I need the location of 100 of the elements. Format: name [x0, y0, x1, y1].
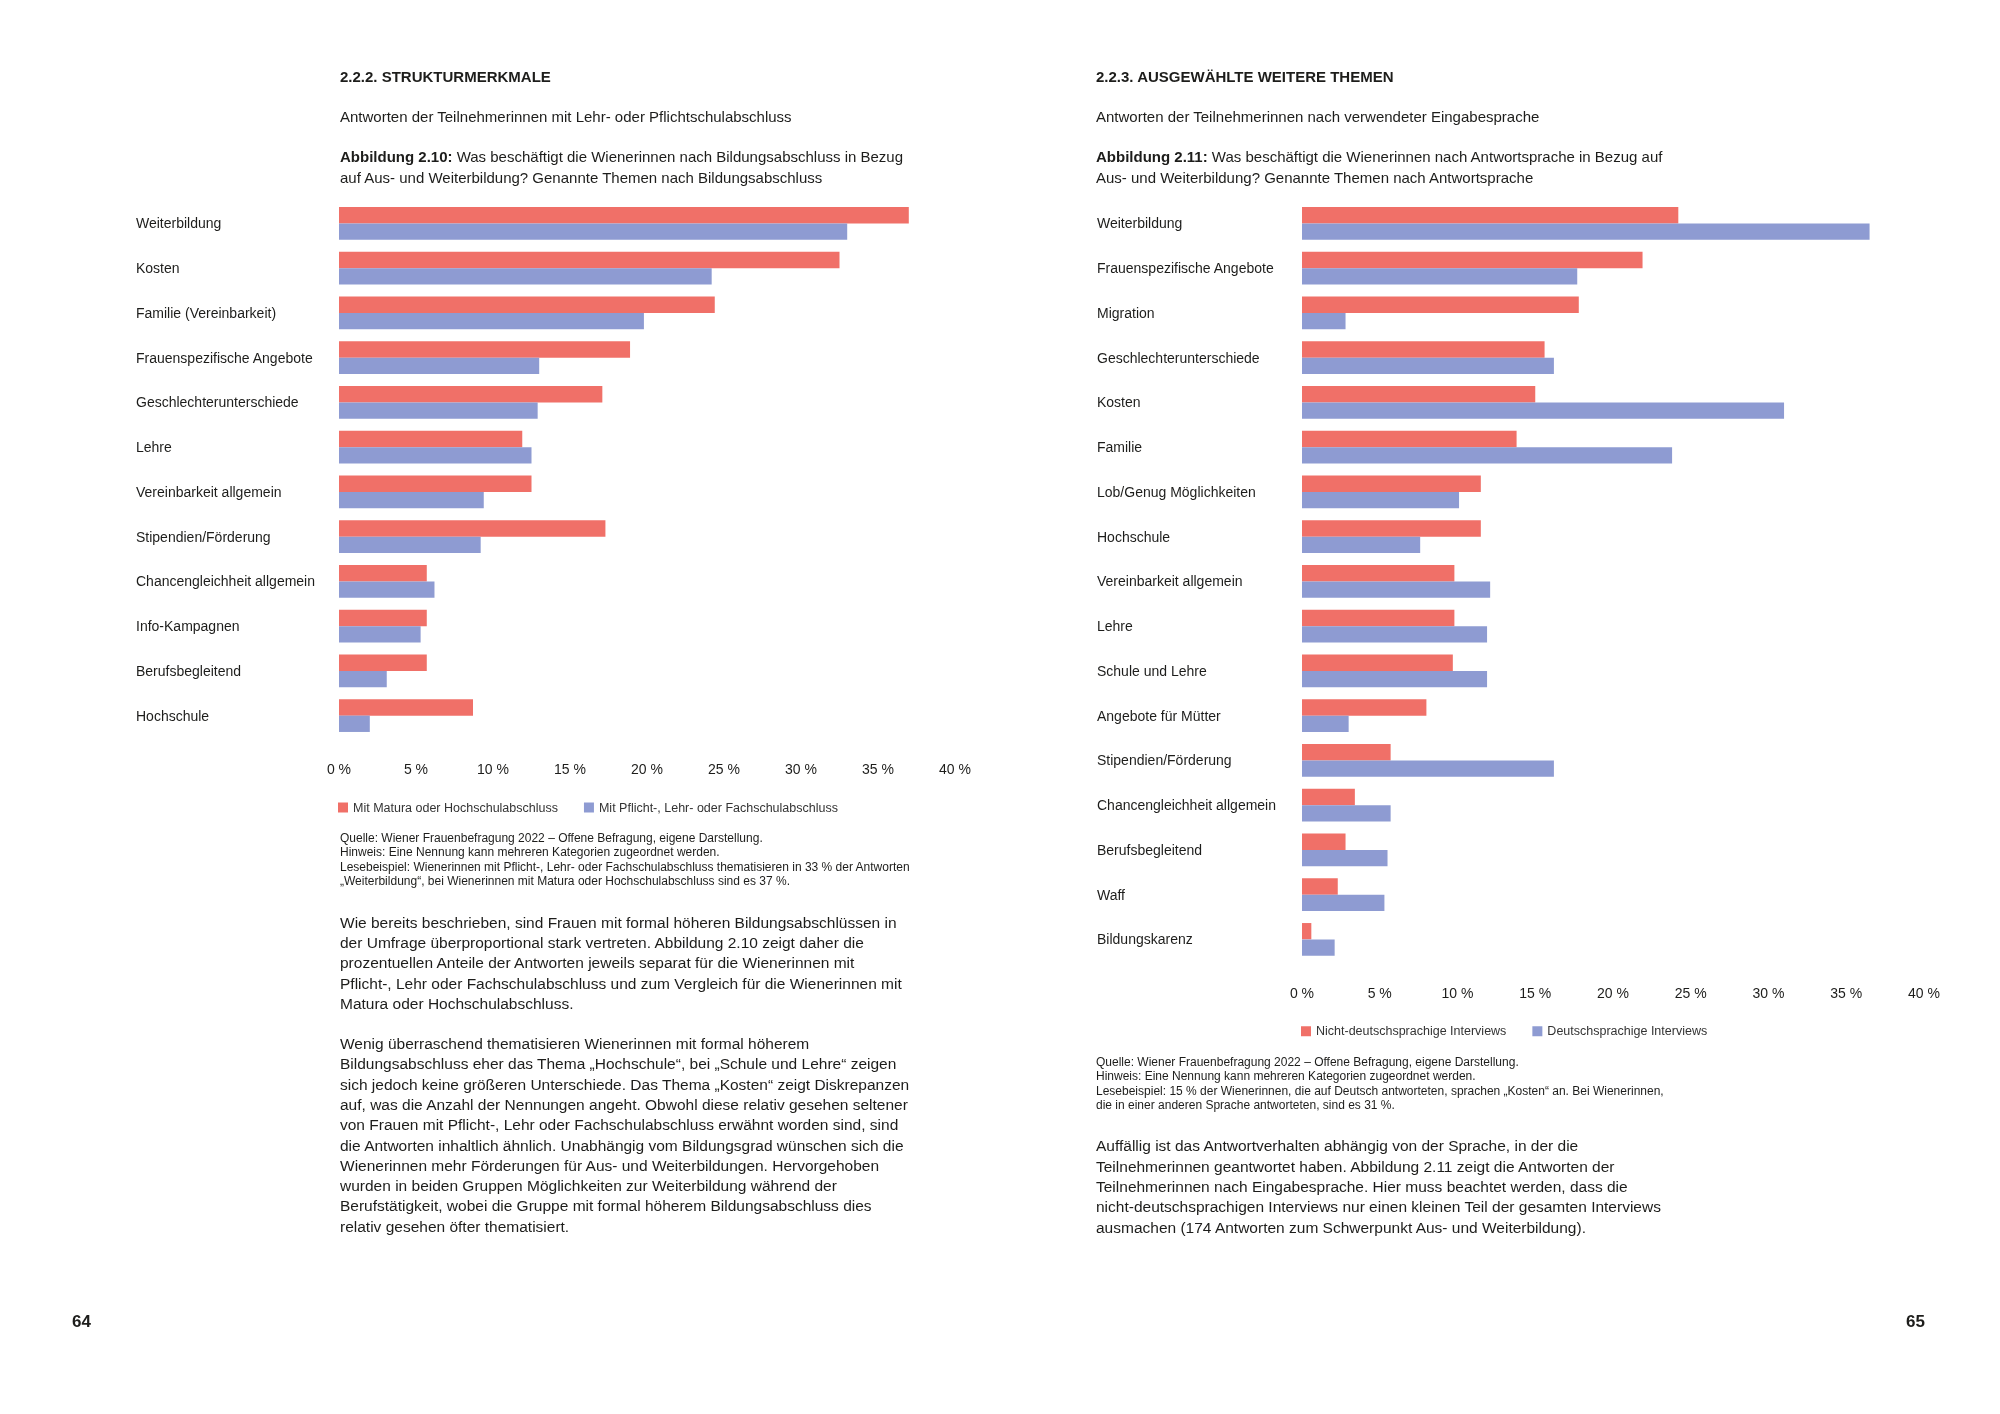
- text: 2.2.3. AUSGEWÄHLTE WEITERE THEMEN: [1096, 67, 1395, 86]
- x-tick-label: 0 %: [326, 761, 352, 777]
- bar: [1302, 923, 1312, 940]
- y-tick-label: Chancengleichheit allgemein: [1097, 797, 1277, 814]
- bar: [339, 402, 538, 419]
- bar: [339, 341, 631, 358]
- bar: [1302, 402, 1785, 419]
- text: Wenig überraschend thematisieren Wienerinnen mit formal höherem Bildungsabschluss eher das Thema „Hochschule“, bei „Schule und Lehre“ zeigen sich jedoch keine größeren Unterschiede. Das Thema „Kosten“ zeigt Diskrepanzen auf, was die Anzahl der Nennungen angeht. Obwohl diese relativ gesehen seltener von Frauen mit Pflicht-, Lehr oder Fachschulabschluss erwähnt worden sind, sind die Antworten inhaltlich ähnlich. Unabhängig vom Bildungsgrad wünschen sich die Wienerinnen mehr Förderungen für Aus- und Weiterbildungen. Hervorgehoben wurden in beiden Gruppen Möglichkeiten zur Weiterbildung während der Berufstätigkeit, wobei die Gruppe mit formal höherem Bildungsabschluss dies relativ gesehen öfter thematisiert.: [340, 1035, 910, 1235]
- x-tick-label: 20 %: [631, 761, 663, 777]
- text: 65: [1906, 1312, 1925, 1332]
- x-tick-label: 35 %: [862, 761, 894, 777]
- bar: [1302, 475, 1481, 492]
- y-tick-label: Hochschule: [1097, 528, 1171, 545]
- bar: [1302, 341, 1545, 358]
- y-tick-label: Lob/Genug Möglichkeiten: [1097, 483, 1256, 500]
- bar: [339, 581, 435, 598]
- y-tick-label: Frauenspezifische Angebote: [136, 349, 313, 366]
- legend-label: Nicht-deutschsprachige Interviews: [1316, 1024, 1507, 1039]
- bar: [339, 223, 848, 240]
- bar: [1302, 491, 1460, 509]
- bar: [339, 386, 603, 403]
- chart-subtitle: Antworten der Teilnehmerinnen nach verwendeter Eingabesprache: [1096, 107, 1541, 126]
- source-note: Quelle: Wiener Frauenbefragung 2022 – Offene Befragung, eigene Darstellung. Hinweis: Eine Nennung kann mehreren Kategorien zugeordnet werden. Lesebeispiel: Wienerinnen mit Pflicht-, Lehr- oder Fachschulabschluss thematisieren in 33 % der Antworten „Weiterbildung“, bei Wienerinnen mit Matura oder Hochschulabschluss sind es 37 %.: [340, 831, 910, 889]
- bar: [1302, 626, 1488, 643]
- bar: [1302, 788, 1355, 806]
- text: 2.2.2. STRUKTURMERKMALE: [340, 67, 552, 86]
- legend-label: Mit Pflicht-, Lehr- oder Fachschulabschluss: [598, 800, 838, 815]
- y-tick-label: Familie: [1097, 439, 1143, 456]
- y-tick-label: Geschlechterunterschiede: [1097, 349, 1260, 366]
- bar: [1302, 268, 1578, 285]
- y-tick-label: Hochschule: [136, 707, 210, 724]
- bar: [339, 565, 427, 582]
- bar: [339, 312, 644, 330]
- y-tick-label: Weiterbildung: [1097, 215, 1183, 232]
- bar: [1302, 430, 1517, 448]
- text: 64: [72, 1312, 91, 1332]
- y-tick-label: Kosten: [136, 260, 180, 277]
- bar: [1302, 296, 1579, 313]
- x-tick-label: 40 %: [939, 761, 971, 777]
- bar: [1302, 805, 1391, 822]
- bar: [1302, 207, 1679, 224]
- bar: [1302, 939, 1335, 956]
- chart-subtitle: Antworten der Teilnehmerinnen mit Lehr- oder Pflichtschulabschluss: [340, 107, 793, 126]
- bar: [1302, 654, 1453, 671]
- chart-title: Abbildung 2.11: Was beschäftigt die Wienerinnen nach Antwortsprache in Bezug auf Aus- und Weiterbildung? Genannte Themen nach Antwortsprache: [1096, 147, 1664, 188]
- y-tick-label: Bildungskarenz: [1097, 931, 1193, 948]
- x-tick-label: 5 %: [403, 761, 429, 777]
- bar: [1302, 312, 1346, 330]
- y-tick-label: Vereinbarkeit allgemein: [1097, 573, 1243, 590]
- bar: [339, 268, 712, 285]
- bar: [339, 447, 532, 464]
- bar: [339, 520, 606, 537]
- x-tick-label: 0 %: [1289, 984, 1315, 1001]
- bar: [1302, 894, 1385, 911]
- x-tick-label: 30 %: [785, 761, 817, 777]
- bar: [339, 430, 523, 448]
- y-tick-label: Berufsbegleitend: [1097, 841, 1203, 858]
- x-tick-label: 25 %: [1674, 984, 1707, 1001]
- bar: [339, 654, 427, 671]
- x-tick-label: 40 %: [1908, 984, 1940, 1001]
- bar: [339, 491, 484, 509]
- y-tick-label: Chancengleichheit allgemein: [136, 573, 316, 590]
- bar: [1302, 849, 1388, 867]
- bar: [1302, 520, 1481, 537]
- bar: [1302, 670, 1488, 688]
- bar: [1302, 760, 1554, 777]
- chart-title: Abbildung 2.10: Was beschäftigt die Wienerinnen nach Bildungsabschluss in Bezug auf Aus- und Weiterbildung? Genannte Themen nach Bildungsabschluss: [340, 147, 905, 188]
- x-tick-label: 15 %: [554, 761, 586, 777]
- y-tick-label: Stipendien/Förderung: [1097, 752, 1232, 769]
- legend-label: Deutschsprachige Interviews: [1547, 1024, 1708, 1039]
- y-tick-label: Familie (Vereinbarkeit): [136, 304, 277, 321]
- bar: [339, 536, 481, 553]
- x-tick-label: 10 %: [1441, 984, 1474, 1001]
- x-tick-label: 10 %: [477, 761, 509, 777]
- x-tick-label: 35 %: [1830, 984, 1863, 1001]
- x-tick-label: 15 %: [1519, 984, 1552, 1001]
- legend-label: Mit Matura oder Hochschulabschluss: [353, 800, 558, 815]
- bar: [1302, 447, 1673, 464]
- bar: [1302, 609, 1455, 627]
- y-tick-label: Geschlechterunterschiede: [136, 394, 299, 411]
- bar: [1302, 878, 1338, 895]
- bar: [1302, 833, 1346, 850]
- y-tick-label: Lehre: [136, 439, 173, 456]
- x-tick-label: 30 %: [1752, 984, 1785, 1001]
- bar: [1302, 744, 1391, 761]
- bar: [339, 357, 540, 374]
- y-tick-label: Waff: [1097, 886, 1126, 903]
- x-tick-label: 5 %: [1367, 984, 1392, 1001]
- bar: [1302, 715, 1349, 732]
- bar: [339, 670, 387, 688]
- bar: [339, 609, 427, 627]
- x-tick-label: 25 %: [708, 761, 740, 777]
- y-tick-label: Weiterbildung: [136, 215, 222, 232]
- bar: [339, 251, 840, 269]
- y-tick-label: Angebote für Mütter: [1097, 707, 1222, 724]
- bar: [1302, 536, 1421, 553]
- bar: [1302, 223, 1870, 240]
- x-tick-label: 20 %: [1597, 984, 1629, 1001]
- bar: [1302, 565, 1455, 582]
- bar: [1302, 386, 1536, 403]
